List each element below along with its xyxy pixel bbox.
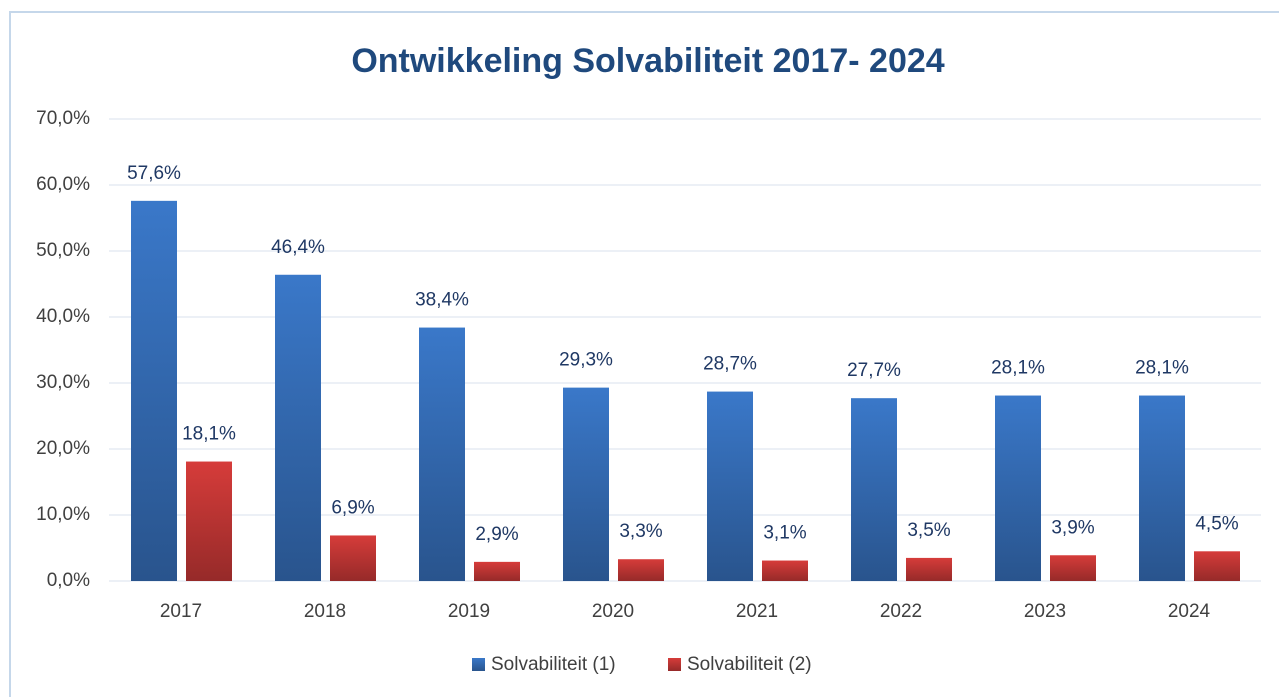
- bar: [131, 200, 177, 581]
- legend-swatch: [668, 658, 681, 671]
- data-label: 6,9%: [331, 497, 374, 518]
- y-tick-label: 0,0%: [47, 570, 90, 591]
- bar: [618, 559, 664, 581]
- data-label: 28,7%: [703, 354, 757, 375]
- bar: [1139, 395, 1185, 581]
- data-label: 28,1%: [991, 358, 1045, 379]
- x-tick-label: 2017: [160, 601, 202, 622]
- data-label: 38,4%: [415, 290, 469, 311]
- x-tick-label: 2019: [448, 601, 490, 622]
- x-tick-label: 2023: [1024, 601, 1066, 622]
- bar: [762, 560, 808, 581]
- bar: [563, 387, 609, 581]
- bar: [1050, 555, 1096, 581]
- legend-swatch: [472, 658, 485, 671]
- bar: [474, 561, 520, 581]
- data-label: 3,9%: [1051, 517, 1094, 538]
- y-tick-label: 40,0%: [36, 306, 90, 327]
- y-tick-label: 30,0%: [36, 372, 90, 393]
- bar: [186, 461, 232, 581]
- data-label: 28,1%: [1135, 358, 1189, 379]
- bar: [419, 327, 465, 581]
- bar: [851, 398, 897, 581]
- data-label: 18,1%: [182, 424, 236, 445]
- data-label: 4,5%: [1195, 513, 1238, 534]
- chart-title: Ontwikkeling Solvabiliteit 2017- 2024: [351, 42, 944, 80]
- bar: [275, 274, 321, 581]
- bar: [906, 557, 952, 581]
- x-tick-label: 2018: [304, 601, 346, 622]
- x-tick-label: 2020: [592, 601, 634, 622]
- chart-frame: [9, 11, 1279, 697]
- legend-label: Solvabiliteit (1): [491, 654, 616, 675]
- data-label: 29,3%: [559, 350, 613, 371]
- x-tick-label: 2022: [880, 601, 922, 622]
- data-label: 27,7%: [847, 360, 901, 381]
- data-label: 2,9%: [475, 524, 518, 545]
- data-label: 57,6%: [127, 163, 181, 184]
- data-label: 3,5%: [907, 520, 950, 541]
- x-tick-label: 2021: [736, 601, 778, 622]
- y-tick-label: 20,0%: [36, 438, 90, 459]
- bar: [707, 391, 753, 581]
- y-tick-label: 60,0%: [36, 174, 90, 195]
- bar: [995, 395, 1041, 581]
- x-tick-label: 2024: [1168, 601, 1211, 622]
- legend-label: Solvabiliteit (2): [687, 654, 812, 675]
- bar: [330, 535, 376, 581]
- bar: [1194, 551, 1240, 581]
- data-label: 3,1%: [763, 523, 806, 544]
- y-tick-label: 70,0%: [36, 108, 90, 129]
- y-tick-label: 50,0%: [36, 240, 90, 261]
- data-label: 3,3%: [619, 521, 662, 542]
- data-label: 46,4%: [271, 237, 325, 258]
- y-tick-label: 10,0%: [36, 504, 90, 525]
